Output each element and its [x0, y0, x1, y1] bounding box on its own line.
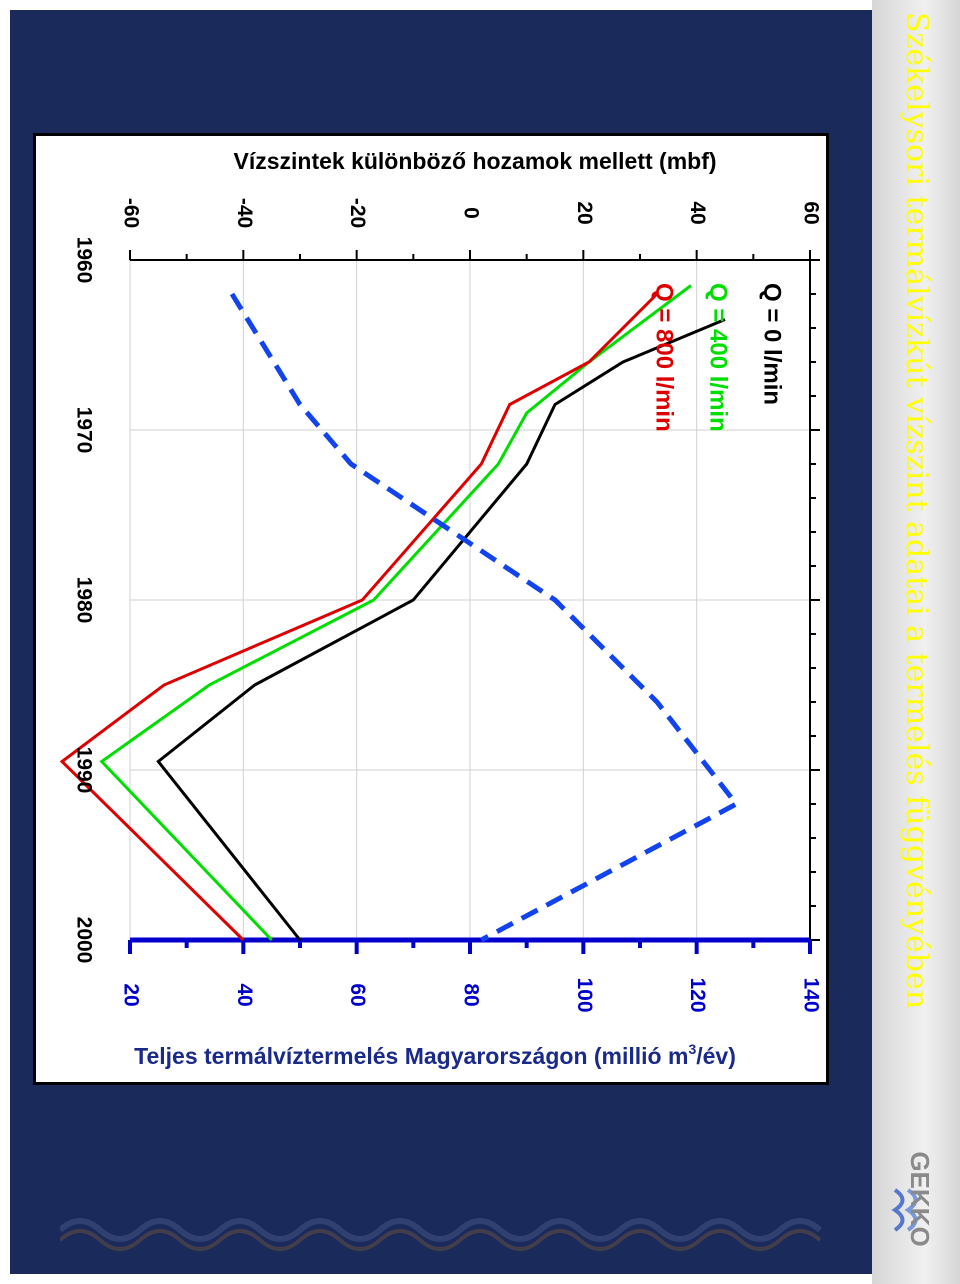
chart: 1960 1970 1980 1990 2000 60 40 20 0 -20 -40 -60 14…: [59, 148, 822, 1069]
x-tick-labels: 1960 1970 1980 1990 2000: [72, 237, 95, 964]
series-line-0: [156, 318, 726, 941]
right-axis: [128, 937, 812, 954]
series-group: [59, 284, 741, 943]
left-tick-label-0: 60: [799, 201, 822, 224]
left-tick-label-5: -40: [233, 198, 256, 228]
x-tick-label-2: 1980: [72, 577, 95, 624]
wave-decoration: [60, 1218, 823, 1251]
x-tick-label-0: 1960: [72, 237, 95, 284]
right-tick-label-0: 140: [799, 977, 822, 1012]
right-tick-label-6: 20: [119, 983, 142, 1006]
left-axis-label: Vízszintek különböző hozamok mellett (mb…: [233, 148, 716, 174]
slide-sidebar: [872, 0, 960, 1284]
right-axis-label-end: /év): [696, 1043, 736, 1069]
series-labels: Q = 0 l/min Q = 400 l/min Q = 800 l/min: [651, 283, 786, 432]
series-label-0: Q = 0 l/min: [759, 283, 786, 405]
left-tick-label-2: 20: [573, 201, 596, 224]
series-label-1: Q = 400 l/min: [705, 283, 732, 432]
left-tick-label-3: 0: [459, 207, 482, 219]
right-tick-label-5: 40: [233, 983, 256, 1006]
right-tick-labels: 140 120 100 80 60 40 20: [119, 977, 822, 1012]
gekko-wave-logo-icon: [891, 1188, 918, 1232]
right-tick-label-3: 80: [459, 983, 482, 1006]
left-tick-label-6: -60: [119, 198, 142, 228]
right-tick-label-1: 120: [686, 977, 709, 1012]
series-line-2: [59, 292, 659, 942]
right-tick-label-2: 100: [573, 977, 596, 1012]
right-tick-label-4: 60: [346, 983, 369, 1006]
left-tick-label-4: -20: [346, 198, 369, 228]
slide-title: Székelysori termálvízkút vízszint adatai…: [899, 12, 934, 1010]
series-label-2: Q = 800 l/min: [651, 283, 678, 432]
series-line-3: [229, 292, 741, 943]
left-tick-labels: 60 40 20 0 -20 -40 -60: [119, 198, 822, 228]
right-axis-label: Teljes termálvíztermelés Magyarországon …: [134, 1041, 736, 1069]
x-tick-label-3: 1990: [72, 747, 95, 794]
x-tick-label-1: 1970: [72, 407, 95, 454]
left-tick-label-1: 40: [686, 201, 709, 224]
left-axis: [129, 250, 820, 941]
x-tick-label-4: 2000: [72, 917, 95, 964]
gekko-logo-text: GEKKO: [905, 1151, 935, 1247]
right-axis-label-sup: 3: [688, 1041, 696, 1057]
series-line-1: [99, 284, 692, 942]
right-axis-label-main: Teljes termálvíztermelés Magyarországon …: [134, 1043, 688, 1069]
